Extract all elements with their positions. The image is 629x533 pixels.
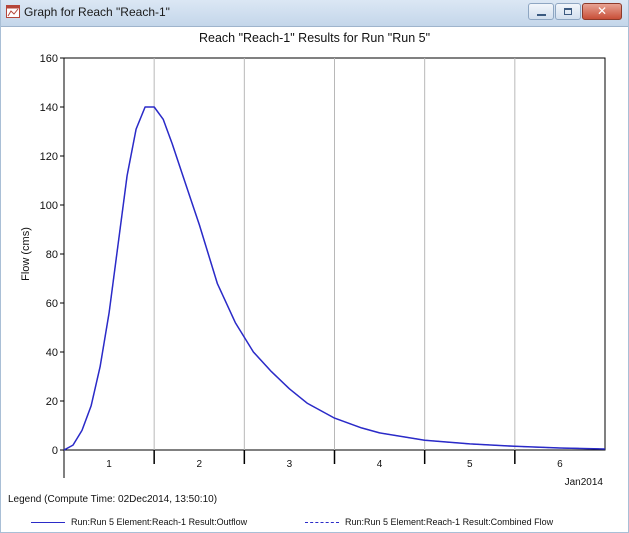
series-line-combined-flow — [63, 106, 606, 451]
close-icon: ✕ — [596, 4, 608, 18]
y-tick-label: 0 — [52, 445, 58, 457]
minimize-icon — [537, 14, 546, 16]
x-date-label: Jan2014 — [565, 477, 604, 488]
legend-label: Run:Run 5 Element:Reach-1 Result:Outflow — [71, 517, 248, 527]
y-tick-label: 40 — [46, 347, 58, 359]
y-tick-label: 160 — [40, 53, 58, 65]
legend-item-outflow: Run:Run 5 Element:Reach-1 Result:Outflow — [31, 515, 247, 529]
legend-label: Run:Run 5 Element:Reach-1 Result:Combine… — [345, 517, 554, 527]
maximize-icon — [564, 8, 572, 15]
y-tick-label: 20 — [46, 396, 58, 408]
window-controls: ✕ — [528, 3, 622, 22]
y-tick-label: 140 — [40, 102, 58, 114]
x-tick-label: 2 — [196, 459, 202, 470]
legend-title: Legend (Compute Time: 02Dec2014, 13:50:1… — [8, 494, 218, 505]
legend-item-combined-flow: Run:Run 5 Element:Reach-1 Result:Combine… — [305, 515, 553, 529]
chart-title: Reach "Reach-1" Results for Run "Run 5" — [198, 31, 431, 45]
y-tick-label: 100 — [40, 200, 58, 212]
maximize-button[interactable] — [555, 3, 581, 20]
title-bar[interactable]: Graph for Reach "Reach-1" ✕ — [1, 0, 628, 27]
close-button[interactable]: ✕ — [582, 3, 622, 20]
y-axis-label: Flow (cms) — [20, 227, 32, 281]
y-tick-label: 120 — [40, 151, 58, 163]
x-tick-label: 4 — [377, 459, 383, 470]
window-title: Graph for Reach "Reach-1" — [24, 5, 170, 19]
y-tick-label: 60 — [46, 298, 58, 310]
legend-swatch-dashed — [305, 521, 339, 523]
graph-icon — [6, 5, 20, 18]
x-tick-label: 1 — [106, 459, 112, 470]
x-tick-label: 5 — [467, 459, 473, 470]
minimize-button[interactable] — [528, 3, 554, 20]
y-tick-label: 80 — [46, 249, 58, 261]
x-tick-label: 6 — [557, 459, 563, 470]
x-tick-label: 3 — [287, 459, 293, 470]
legend-swatch-solid — [31, 521, 65, 523]
